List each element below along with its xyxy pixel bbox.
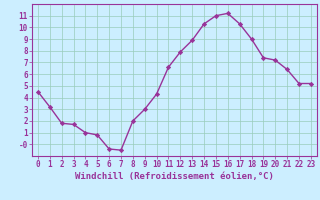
X-axis label: Windchill (Refroidissement éolien,°C): Windchill (Refroidissement éolien,°C) <box>75 172 274 181</box>
